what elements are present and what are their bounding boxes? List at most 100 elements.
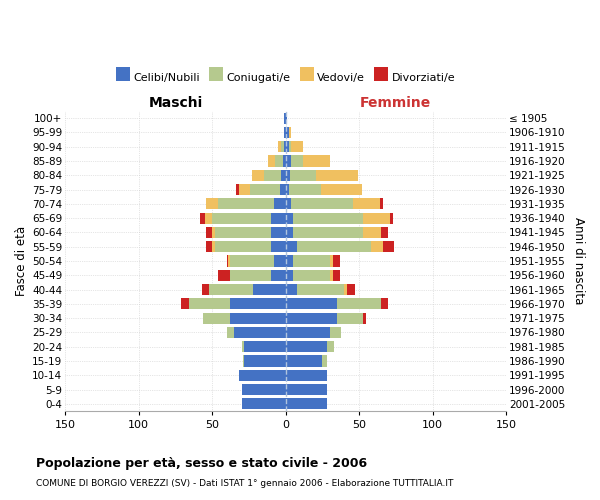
Bar: [353, 198, 380, 209]
Bar: [364, 312, 367, 324]
Bar: [243, 356, 244, 366]
Bar: [327, 341, 334, 352]
Bar: [292, 156, 303, 166]
Bar: [281, 141, 284, 152]
Bar: [329, 256, 332, 266]
Bar: [292, 198, 353, 209]
Bar: [286, 198, 292, 209]
Bar: [253, 284, 286, 295]
Bar: [236, 184, 239, 195]
Bar: [206, 198, 218, 209]
Bar: [230, 298, 286, 310]
Bar: [380, 198, 383, 209]
Bar: [188, 298, 230, 310]
Bar: [337, 298, 381, 310]
Bar: [286, 127, 289, 138]
Bar: [286, 370, 327, 381]
Bar: [283, 156, 286, 166]
Bar: [271, 270, 286, 281]
Bar: [347, 284, 355, 295]
Bar: [215, 227, 271, 238]
Bar: [281, 170, 286, 181]
Bar: [390, 212, 393, 224]
Bar: [286, 141, 289, 152]
Bar: [212, 212, 271, 224]
Bar: [286, 241, 298, 252]
Bar: [206, 241, 212, 252]
Text: Maschi: Maschi: [148, 96, 203, 110]
Bar: [337, 312, 364, 324]
Bar: [252, 170, 263, 181]
Bar: [242, 341, 244, 352]
Bar: [202, 284, 209, 295]
Bar: [218, 198, 274, 209]
Bar: [250, 184, 280, 195]
Bar: [329, 327, 341, 338]
Bar: [293, 256, 329, 266]
Bar: [286, 156, 292, 166]
Bar: [280, 184, 286, 195]
Bar: [218, 270, 230, 281]
Bar: [229, 256, 230, 266]
Bar: [230, 312, 286, 324]
Bar: [286, 170, 290, 181]
Bar: [286, 341, 327, 352]
Bar: [239, 184, 250, 195]
Bar: [364, 227, 381, 238]
Bar: [227, 327, 234, 338]
Bar: [271, 241, 286, 252]
Bar: [286, 270, 293, 281]
Bar: [227, 256, 229, 266]
Bar: [286, 212, 293, 224]
Bar: [284, 112, 286, 124]
Bar: [230, 256, 274, 266]
Bar: [286, 327, 329, 338]
Bar: [332, 270, 340, 281]
Y-axis label: Fasce di età: Fasce di età: [15, 226, 28, 296]
Text: Femmine: Femmine: [360, 96, 431, 110]
Bar: [298, 241, 371, 252]
Bar: [286, 256, 293, 266]
Bar: [212, 241, 215, 252]
Bar: [239, 370, 286, 381]
Bar: [289, 127, 292, 138]
Bar: [293, 227, 364, 238]
Bar: [383, 241, 394, 252]
Bar: [329, 270, 332, 281]
Bar: [215, 241, 271, 252]
Bar: [286, 384, 327, 395]
Bar: [286, 184, 289, 195]
Bar: [200, 212, 205, 224]
Bar: [181, 298, 188, 310]
Text: COMUNE DI BORGIO VEREZZI (SV) - Dati ISTAT 1° gennaio 2006 - Elaborazione TUTTIT: COMUNE DI BORGIO VEREZZI (SV) - Dati IST…: [36, 479, 454, 488]
Y-axis label: Anni di nascita: Anni di nascita: [572, 218, 585, 304]
Bar: [344, 284, 347, 295]
Bar: [234, 327, 286, 338]
Bar: [274, 198, 286, 209]
Bar: [298, 284, 344, 295]
Bar: [303, 156, 329, 166]
Bar: [381, 298, 388, 310]
Bar: [293, 212, 364, 224]
Bar: [284, 141, 286, 152]
Bar: [203, 312, 230, 324]
Bar: [286, 398, 327, 409]
Bar: [274, 256, 286, 266]
Bar: [275, 156, 283, 166]
Bar: [286, 112, 287, 124]
Bar: [316, 170, 358, 181]
Bar: [293, 270, 329, 281]
Bar: [268, 156, 275, 166]
Bar: [230, 270, 271, 281]
Bar: [263, 170, 281, 181]
Bar: [244, 341, 286, 352]
Bar: [289, 141, 292, 152]
Bar: [289, 184, 321, 195]
Bar: [242, 398, 286, 409]
Bar: [332, 256, 340, 266]
Bar: [286, 312, 337, 324]
Bar: [292, 141, 303, 152]
Bar: [321, 184, 362, 195]
Text: Popolazione per età, sesso e stato civile - 2006: Popolazione per età, sesso e stato civil…: [36, 458, 367, 470]
Bar: [242, 384, 286, 395]
